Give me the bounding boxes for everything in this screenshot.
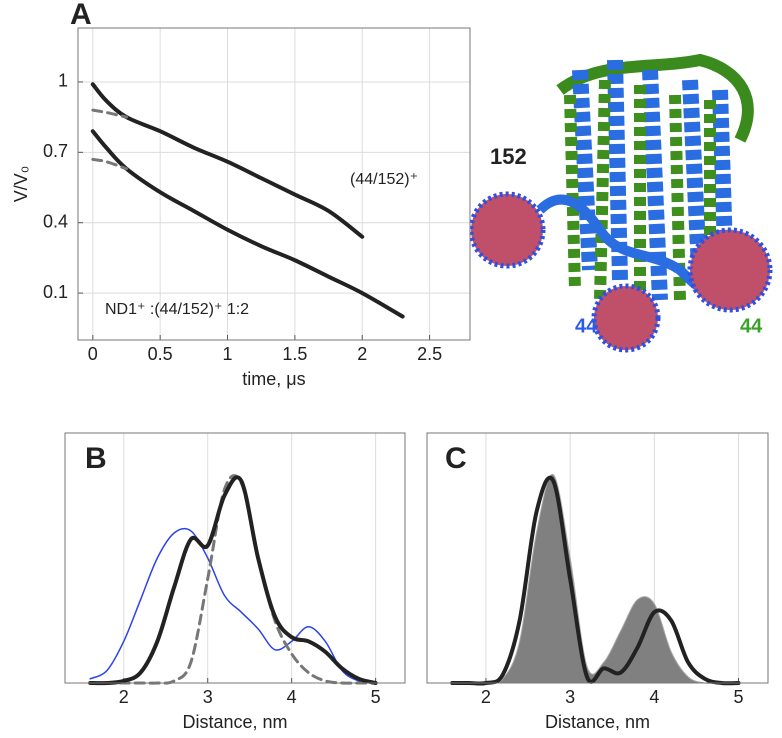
line xyxy=(90,129,405,319)
x-tick-label: 2.5 xyxy=(417,344,442,364)
x-tick-label: 3 xyxy=(565,687,575,707)
line xyxy=(89,527,377,684)
x-axis-label: time, μs xyxy=(242,369,305,389)
x-tick-label: 2 xyxy=(357,344,367,364)
y-tick-label: 1 xyxy=(58,71,68,91)
protein-structure xyxy=(468,53,773,353)
x-tick-label: 5 xyxy=(734,687,744,707)
line xyxy=(91,157,128,171)
spin-label-cloud xyxy=(687,227,773,313)
plot-area xyxy=(427,433,768,683)
y-tick-label: 0.7 xyxy=(43,141,68,161)
structure-label: 44 xyxy=(575,315,598,337)
x-tick-label: 1.5 xyxy=(282,344,307,364)
x-tick-label: 0.5 xyxy=(148,344,173,364)
line xyxy=(91,108,128,119)
annotation: ND1⁺ :(44/152)⁺ 1:2 xyxy=(105,301,249,318)
panel: 0 0.5 1 1.5 2 2.5 0.1 0.4 0.7 1 time, μs V/V₀ A (44/1… xyxy=(11,0,471,389)
x-tick-label: 0 xyxy=(88,344,98,364)
plot-frame xyxy=(64,432,406,684)
x-axis-label: Distance, nm xyxy=(545,712,650,732)
y-axis-label: V/V₀ xyxy=(11,166,31,202)
helix xyxy=(556,53,754,143)
annotation: (44/152)⁺ xyxy=(350,171,418,188)
helix xyxy=(572,59,733,301)
panel: 2 3 4 5 Distance, nm B xyxy=(64,432,406,732)
plot-frame xyxy=(426,432,769,684)
panel-label: A xyxy=(70,0,92,31)
x-tick-label: 2 xyxy=(481,687,491,707)
x-axis-label: Distance, nm xyxy=(182,712,287,732)
structure-label: 152 xyxy=(490,144,527,169)
x-tick-label: 1 xyxy=(223,344,233,364)
line xyxy=(450,475,741,686)
line xyxy=(88,475,378,686)
area xyxy=(452,474,739,684)
panel-label: C xyxy=(445,442,467,475)
plot-frame xyxy=(77,27,471,341)
x-tick-label: 2 xyxy=(119,687,129,707)
x-tick-label: 5 xyxy=(371,687,381,707)
panel: 2 3 4 5 Distance, nm C xyxy=(426,432,769,732)
x-tick-label: 4 xyxy=(287,687,297,707)
structure-label: 44 xyxy=(740,315,763,337)
panel-label: B xyxy=(85,442,107,475)
spin-label-cloud xyxy=(591,283,661,353)
x-tick-label: 4 xyxy=(649,687,659,707)
y-tick-label: 0.1 xyxy=(43,282,68,302)
helix xyxy=(564,79,716,301)
spin-label-cloud xyxy=(468,191,546,269)
x-tick-label: 3 xyxy=(203,687,213,707)
line xyxy=(90,82,365,239)
plot-area xyxy=(65,433,405,683)
y-tick-label: 0.4 xyxy=(43,211,68,231)
